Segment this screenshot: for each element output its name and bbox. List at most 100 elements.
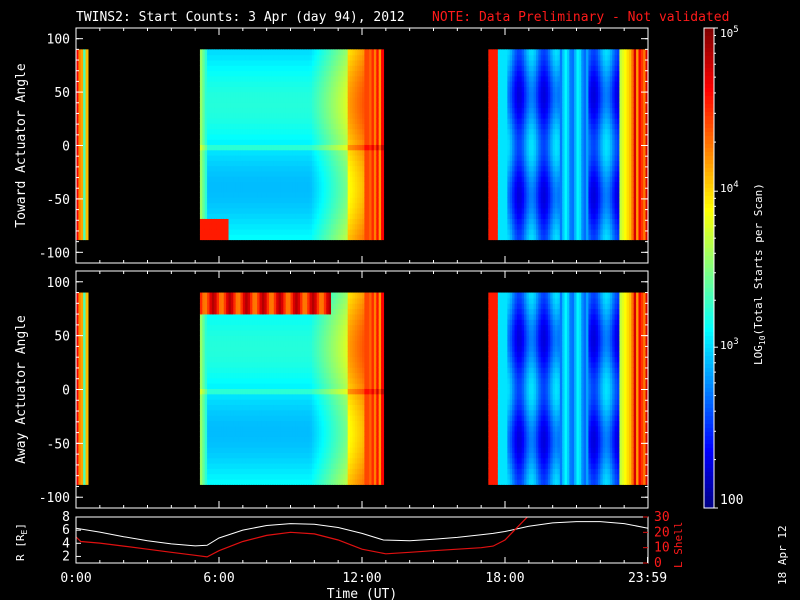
heatmap-cell: [261, 65, 265, 72]
heatmap-cell: [488, 186, 492, 193]
heatmap-cell: [526, 228, 530, 235]
heatmap-cell: [586, 181, 590, 188]
heatmap-cell: [78, 102, 82, 109]
heatmap-cell: [557, 49, 561, 56]
heatmap-cell: [202, 75, 206, 82]
heatmap-cell: [319, 207, 323, 214]
heatmap-cell: [350, 213, 354, 219]
heatmap-cell: [221, 86, 225, 93]
heatmap-cell: [543, 170, 547, 177]
heatmap-cell: [576, 213, 580, 219]
heatmap-cell: [331, 191, 334, 198]
heatmap-cell: [526, 181, 530, 188]
heatmap-cell: [269, 181, 273, 188]
heatmap-cell: [354, 154, 358, 161]
heatmap-cell: [605, 202, 609, 209]
heatmap-cell: [259, 59, 263, 66]
heatmap-cell: [209, 165, 213, 172]
heatmap-cell: [359, 228, 363, 235]
heatmap-cell: [364, 91, 368, 98]
heatmap-cell: [502, 86, 506, 93]
heatmap-cell: [545, 107, 549, 114]
heatmap-cell: [76, 107, 79, 114]
heatmap-cell: [550, 197, 554, 204]
heatmap-cell: [307, 144, 311, 151]
heatmap-cell: [593, 228, 597, 235]
heatmap-cell: [76, 81, 79, 87]
heatmap-cell: [247, 123, 251, 130]
heatmap-cell: [519, 70, 523, 77]
heatmap-cell: [562, 49, 566, 56]
heatmap-cell: [273, 191, 277, 198]
heatmap-cell: [495, 186, 499, 193]
heatmap-cell: [323, 176, 327, 182]
heatmap-cell: [543, 228, 547, 235]
heatmap-cell: [290, 75, 294, 82]
heatmap-cell: [545, 160, 549, 167]
heatmap-cell: [326, 107, 330, 114]
heatmap-cell: [488, 207, 492, 214]
heatmap-cell: [531, 223, 535, 230]
heatmap-cell: [583, 54, 587, 61]
heatmap-cell: [204, 197, 208, 204]
heatmap-cell: [331, 160, 334, 167]
heatmap-cell: [309, 176, 313, 182]
heatmap-cell: [297, 49, 301, 56]
heatmap-cell: [564, 91, 568, 98]
heatmap-cell: [495, 133, 499, 140]
heatmap-cell: [519, 112, 523, 119]
heatmap-cell: [497, 197, 501, 204]
heatmap-cell: [545, 170, 549, 177]
heatmap-cell: [295, 59, 299, 66]
heatmap-cell: [590, 128, 594, 135]
heatmap-cell: [259, 96, 263, 103]
heatmap-cell: [512, 65, 516, 72]
heatmap-cell: [207, 197, 211, 204]
heatmap-cell: [617, 181, 620, 188]
heatmap-cell: [238, 128, 242, 135]
heatmap-cell: [514, 170, 518, 177]
heatmap-cell: [226, 70, 230, 77]
heatmap-cell: [557, 102, 561, 109]
heatmap-cell: [202, 128, 206, 135]
heatmap-cell: [540, 59, 544, 66]
heatmap-cell: [302, 202, 306, 209]
heatmap-cell: [609, 128, 613, 135]
heatmap-cell: [321, 70, 325, 77]
heatmap-cell: [524, 228, 528, 235]
heatmap-cell: [359, 107, 363, 114]
heatmap-cell: [502, 96, 506, 103]
heatmap-cell: [288, 96, 292, 103]
heatmap-cell: [342, 154, 346, 161]
heatmap-cell: [359, 118, 363, 124]
heatmap-cell: [199, 213, 203, 219]
heatmap-cell: [583, 65, 587, 72]
heatmap-cell: [531, 202, 535, 209]
heatmap-cell: [376, 133, 380, 140]
heatmap-cell: [524, 165, 528, 172]
heatmap-cell: [307, 65, 311, 72]
heatmap-cell: [249, 107, 253, 114]
heatmap-cell: [540, 170, 544, 177]
heatmap-cell: [223, 165, 227, 172]
heatmap-cell: [297, 118, 301, 124]
heatmap-cell: [238, 86, 242, 93]
heatmap-cell: [240, 128, 244, 135]
heatmap-cell: [557, 181, 561, 188]
heatmap-cell: [519, 96, 523, 103]
heatmap-cell: [609, 165, 613, 172]
heatmap-cell: [583, 218, 587, 225]
heatmap-cell: [569, 149, 573, 156]
heatmap-cell: [278, 165, 282, 172]
heatmap-cell: [531, 218, 535, 225]
heatmap-cell: [569, 176, 573, 182]
heatmap-cell: [574, 197, 578, 204]
heatmap-cell: [595, 176, 599, 182]
heatmap-cell: [216, 133, 220, 140]
heatmap-cell: [538, 160, 542, 167]
heatmap-cell: [595, 91, 599, 98]
heatmap-cell: [371, 81, 375, 87]
heatmap-cell: [297, 186, 301, 193]
heatmap-cell: [264, 160, 268, 167]
heatmap-cell: [595, 49, 599, 56]
